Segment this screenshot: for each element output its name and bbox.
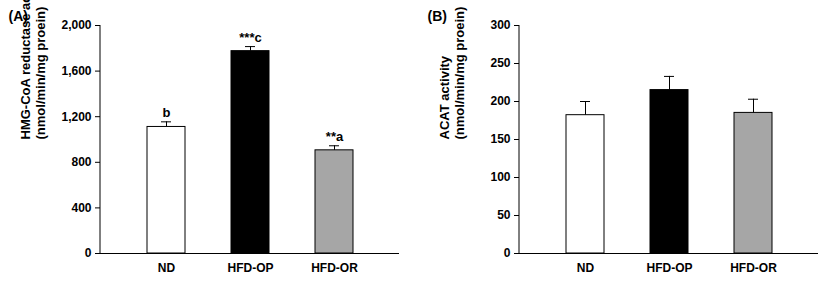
- svg-text:HFD-OR: HFD-OR: [311, 261, 358, 275]
- svg-text:HFD-OR: HFD-OR: [730, 261, 777, 275]
- svg-text:HFD-OP: HFD-OP: [647, 261, 693, 275]
- svg-text:HFD-OP: HFD-OP: [228, 261, 274, 275]
- svg-text:ND: ND: [158, 261, 176, 275]
- svg-text:HMG-CoA reductase activity(nmo: HMG-CoA reductase activity(nmol/min/mg p…: [18, 0, 48, 140]
- svg-text:150: 150: [490, 132, 510, 146]
- svg-text:0: 0: [504, 246, 511, 260]
- svg-text:b: b: [163, 105, 171, 120]
- svg-text:800: 800: [71, 155, 91, 169]
- svg-text:2,000: 2,000: [61, 18, 91, 32]
- svg-text:(B): (B): [428, 8, 447, 24]
- svg-text:200: 200: [490, 94, 510, 108]
- svg-text:250: 250: [490, 56, 510, 70]
- svg-text:**a: **a: [326, 129, 344, 144]
- svg-text:1,600: 1,600: [61, 64, 91, 78]
- svg-text:ACAT activity(nmol/min/mg proe: ACAT activity(nmol/min/mg proein): [437, 7, 467, 140]
- svg-text:1,200: 1,200: [61, 110, 91, 124]
- svg-text:300: 300: [490, 18, 510, 32]
- svg-text:400: 400: [71, 201, 91, 215]
- svg-text:ND: ND: [577, 261, 595, 275]
- svg-text:***c: ***c: [239, 30, 261, 45]
- svg-text:0: 0: [85, 246, 92, 260]
- svg-text:100: 100: [490, 170, 510, 184]
- svg-text:50: 50: [497, 208, 511, 222]
